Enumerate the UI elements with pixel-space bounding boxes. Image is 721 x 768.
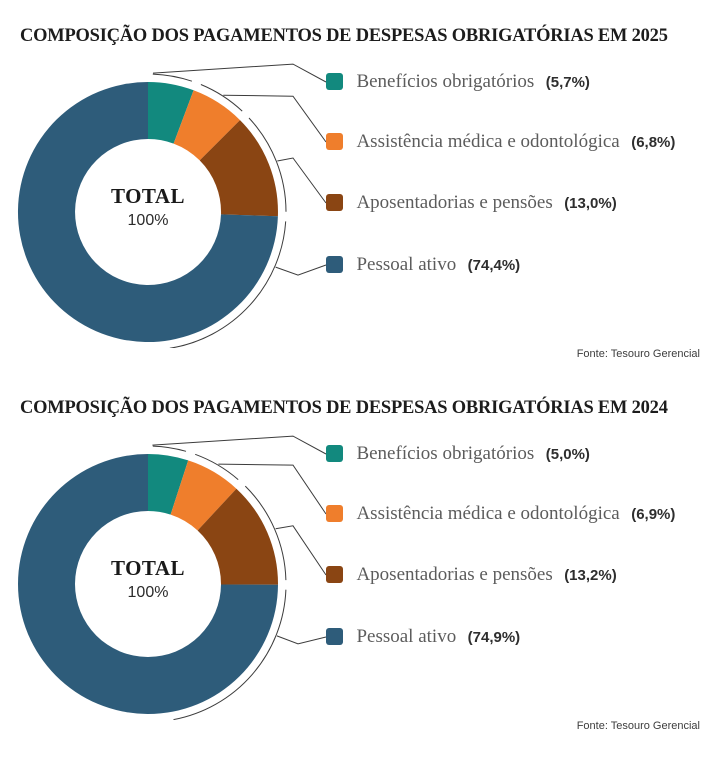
legend-percent: (74,9%): [467, 629, 521, 646]
legend-label: Pessoal ativo: [356, 254, 457, 275]
chart-title: COMPOSIÇÃO DOS PAGAMENTOS DE DESPESAS OB…: [20, 25, 668, 46]
legend-leader-line: [152, 435, 327, 455]
slice-bracket-arc: [248, 117, 287, 212]
slice-bracket-arc: [195, 453, 239, 480]
donut-slice: [148, 82, 194, 144]
legend-item: Assistência médica e odontológica (6,9%): [326, 502, 675, 526]
slice-bracket-arc: [173, 589, 287, 720]
legend-swatch-icon: [326, 194, 343, 211]
donut-chart: [18, 435, 327, 720]
donut-slice: [148, 454, 189, 515]
legend-item: Pessoal ativo (74,9%): [326, 625, 520, 649]
legend-percent: (13,0%): [564, 195, 617, 212]
donut-slice: [170, 460, 237, 531]
source-note: Fonte: Tesouro Gerencial: [576, 720, 700, 732]
legend-leader-line: [276, 635, 327, 645]
legend-leader-line: [275, 264, 327, 276]
legend-label: Aposentadorias e pensões: [356, 564, 553, 585]
donut-center: TOTAL 100%: [48, 556, 248, 602]
legend-percent: (5,0%): [545, 446, 590, 463]
legend-item: Benefícios obrigatórios (5,0%): [326, 442, 590, 466]
donut-chart: [17, 63, 327, 348]
legend-percent: (5,7%): [545, 74, 590, 91]
legend-label: Assistência médica e odontológica: [356, 131, 620, 152]
legend-leader-line: [152, 63, 327, 83]
legend-leader-line: [275, 525, 327, 576]
legend-item: Aposentadorias e pensões (13,0%): [326, 191, 617, 215]
source-note: Fonte: Tesouro Gerencial: [576, 348, 700, 360]
legend-swatch-icon: [326, 73, 343, 90]
legend-swatch-icon: [326, 133, 343, 150]
slice-bracket-arc: [244, 485, 287, 581]
donut-center-label: TOTAL: [110, 184, 186, 208]
slice-bracket-arc: [200, 84, 243, 112]
slice-bracket-arc: [152, 73, 193, 82]
legend-leader-line: [223, 94, 327, 143]
legend-swatch-icon: [326, 256, 343, 273]
chart-block-2025: COMPOSIÇÃO DOS PAGAMENTOS DE DESPESAS OB…: [0, 0, 721, 372]
chart-block-2024: COMPOSIÇÃO DOS PAGAMENTOS DE DESPESAS OB…: [0, 372, 721, 768]
legend-item: Benefícios obrigatórios (5,7%): [326, 70, 590, 94]
legend-percent: (6,8%): [631, 134, 676, 151]
donut-center-label: TOTAL: [110, 556, 186, 580]
chart-title: COMPOSIÇÃO DOS PAGAMENTOS DE DESPESAS OB…: [20, 397, 668, 418]
legend-item: Aposentadorias e pensões (13,2%): [326, 563, 617, 587]
legend-label: Benefícios obrigatórios: [356, 443, 535, 464]
donut-center-value: 100%: [127, 212, 169, 229]
legend-percent: (74,4%): [467, 257, 521, 274]
legend-swatch-icon: [326, 628, 343, 645]
legend-leader-line: [277, 157, 327, 204]
donut-center: TOTAL 100%: [48, 184, 248, 230]
legend-label: Aposentadorias e pensões: [356, 192, 553, 213]
legend-label: Pessoal ativo: [356, 626, 457, 647]
donut-center-value: 100%: [127, 584, 169, 601]
donut-slice: [173, 90, 240, 161]
legend-swatch-icon: [326, 566, 343, 583]
slice-bracket-arc: [152, 445, 187, 452]
legend-leader-line: [218, 463, 327, 515]
legend-swatch-icon: [326, 505, 343, 522]
legend-label: Benefícios obrigatórios: [356, 71, 535, 92]
legend-item: Assistência médica e odontológica (6,8%): [326, 130, 675, 154]
legend-percent: (13,2%): [564, 567, 617, 584]
legend-item: Pessoal ativo (74,4%): [326, 253, 520, 277]
legend-label: Assistência médica e odontológica: [356, 503, 620, 524]
legend-percent: (6,9%): [631, 506, 676, 523]
slice-bracket-arc: [169, 221, 287, 348]
legend-swatch-icon: [326, 445, 343, 462]
